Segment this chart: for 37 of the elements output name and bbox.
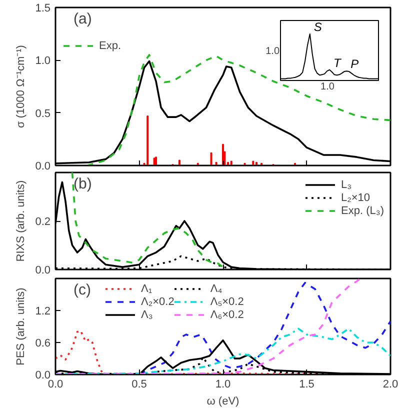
y-tick-label: 0.5 <box>35 108 51 120</box>
annotation: P <box>350 57 359 72</box>
y-tick-label: 0.0 <box>35 160 51 172</box>
legend-label: Λ₁ <box>141 282 154 295</box>
legend-label: Λ₆×0.2 <box>210 308 244 321</box>
legend-label: Exp. <box>99 39 122 52</box>
y-axis-title: PES (arb. units) <box>15 288 28 366</box>
x-tick-label: 0.0 <box>48 378 64 390</box>
y-tick-label: 0.0 <box>35 370 51 382</box>
legend-label: Exp. (L₃) <box>341 204 384 217</box>
x-tick-label: 2.0 <box>382 378 398 390</box>
annotation: (c) <box>74 282 91 298</box>
y-tick-label: 1.5 <box>35 2 51 14</box>
y-axis-title: σ (1000 Ω⁻¹cm⁻¹) <box>15 45 28 128</box>
y-tick-label: 0.6 <box>35 338 51 350</box>
y-tick-label: 0.2 <box>35 216 51 228</box>
annotation: T <box>334 56 342 70</box>
line-series <box>71 172 224 268</box>
x-axis-title: ω (eV) <box>206 396 240 408</box>
annotation: 1.0 <box>266 46 280 57</box>
x-tick-label: 1.5 <box>299 378 314 390</box>
y-tick-label: 1.0 <box>35 55 51 68</box>
x-tick-label: 0.5 <box>132 378 147 390</box>
x-tick-label: 1.0 <box>215 378 231 390</box>
annotation: (a) <box>74 10 92 28</box>
legend-label: Λ₅×0.2 <box>210 295 244 308</box>
y-axis-title: RIXS (arb. units) <box>15 180 28 262</box>
legend-label: L₂×10 <box>341 191 370 204</box>
y-tick-label: 0.0 <box>35 264 51 276</box>
annotation: 1.0 <box>320 82 335 92</box>
annotation: (b) <box>74 176 92 192</box>
legend-label: Λ₂×0.2 <box>141 295 174 308</box>
annotation: S <box>314 20 322 34</box>
y-tick-label: 1.2 <box>35 306 51 318</box>
legend-label: L₃ <box>341 178 353 191</box>
legend-label: Λ₄ <box>210 282 224 295</box>
legend-label: Λ₃ <box>141 308 154 321</box>
